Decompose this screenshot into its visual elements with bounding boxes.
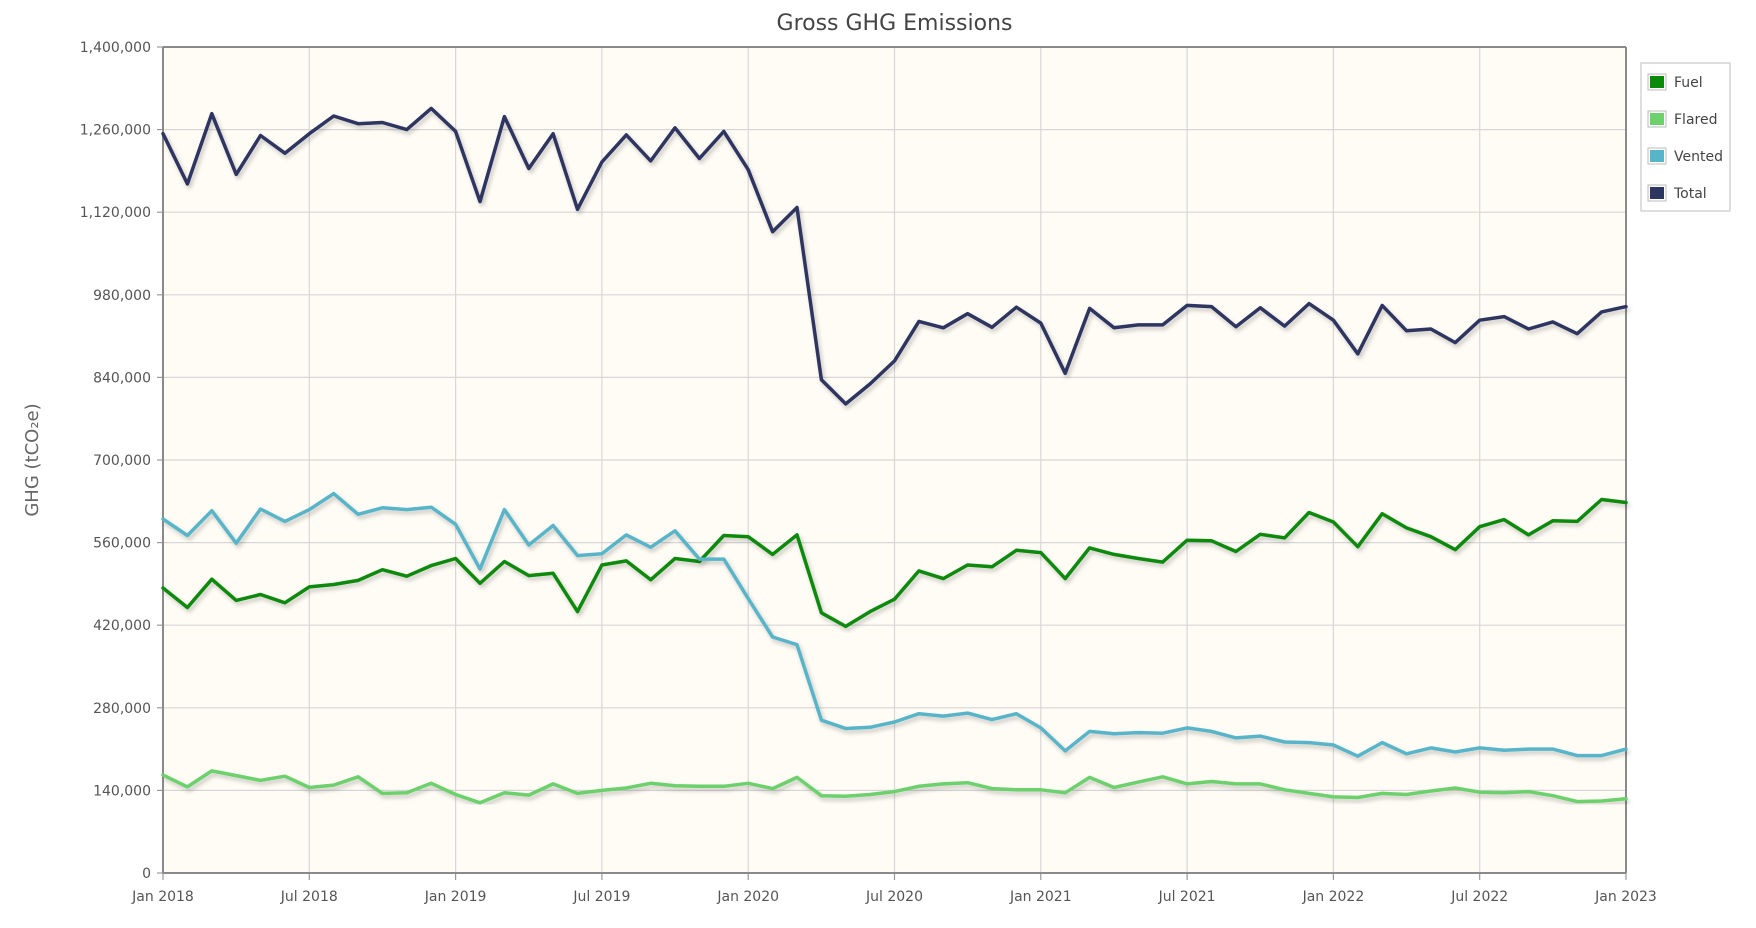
y-tick-label: 0 (142, 866, 151, 882)
x-tick-label: Jan 2020 (716, 889, 779, 905)
y-tick-label: 840,000 (93, 370, 151, 386)
legend-swatch-fuel (1650, 76, 1664, 88)
y-tick-label: 980,000 (93, 288, 151, 304)
y-tick-label: 1,260,000 (80, 123, 151, 139)
series-line-flared (161, 769, 1628, 805)
legend: Fuel Flared Vented Total (1640, 62, 1731, 212)
x-tick-label: Jul 2019 (572, 889, 630, 905)
x-tick-label: Jul 2021 (1158, 889, 1216, 905)
x-tick-label: Jan 2021 (1009, 889, 1072, 905)
x-tick-label: Jul 2022 (1450, 889, 1508, 905)
x-tick-label: Jan 2022 (1302, 889, 1365, 905)
x-tick-label: Jul 2018 (280, 889, 338, 905)
y-tick-label: 280,000 (93, 701, 151, 717)
x-tick-label: Jan 2018 (131, 889, 194, 905)
series-line-total (161, 106, 1628, 406)
series-line-vented (161, 491, 1628, 758)
series-line-fuel (161, 497, 1628, 629)
legend-label-total: Total (1673, 186, 1707, 202)
y-tick-label: 1,400,000 (80, 40, 151, 56)
series-lines (161, 106, 1628, 805)
y-tick-label: 140,000 (93, 783, 151, 799)
chart-title: Gross GHG Emissions (777, 11, 1013, 36)
legend-label-vented: Vented (1674, 149, 1723, 165)
x-tick-label: Jan 2023 (1594, 889, 1657, 905)
legend-swatch-vented (1650, 150, 1664, 162)
y-tick-label: 700,000 (93, 453, 151, 469)
legend-swatch-total (1650, 187, 1664, 199)
legend-label-flared: Flared (1674, 112, 1717, 128)
y-tick-label: 1,120,000 (80, 205, 151, 221)
x-tick-label: Jan 2019 (424, 889, 487, 905)
legend-swatch-flared (1650, 113, 1664, 125)
y-axis-label: GHG (tCO₂e) (22, 403, 43, 516)
axes: 0 140,000 280,000 420,000 560,000 700,000 840,… (80, 40, 1657, 905)
y-tick-label: 420,000 (93, 618, 151, 634)
x-tick-label: Jul 2020 (865, 889, 923, 905)
legend-label-fuel: Fuel (1674, 75, 1703, 91)
y-tick-label: 560,000 (93, 536, 151, 552)
